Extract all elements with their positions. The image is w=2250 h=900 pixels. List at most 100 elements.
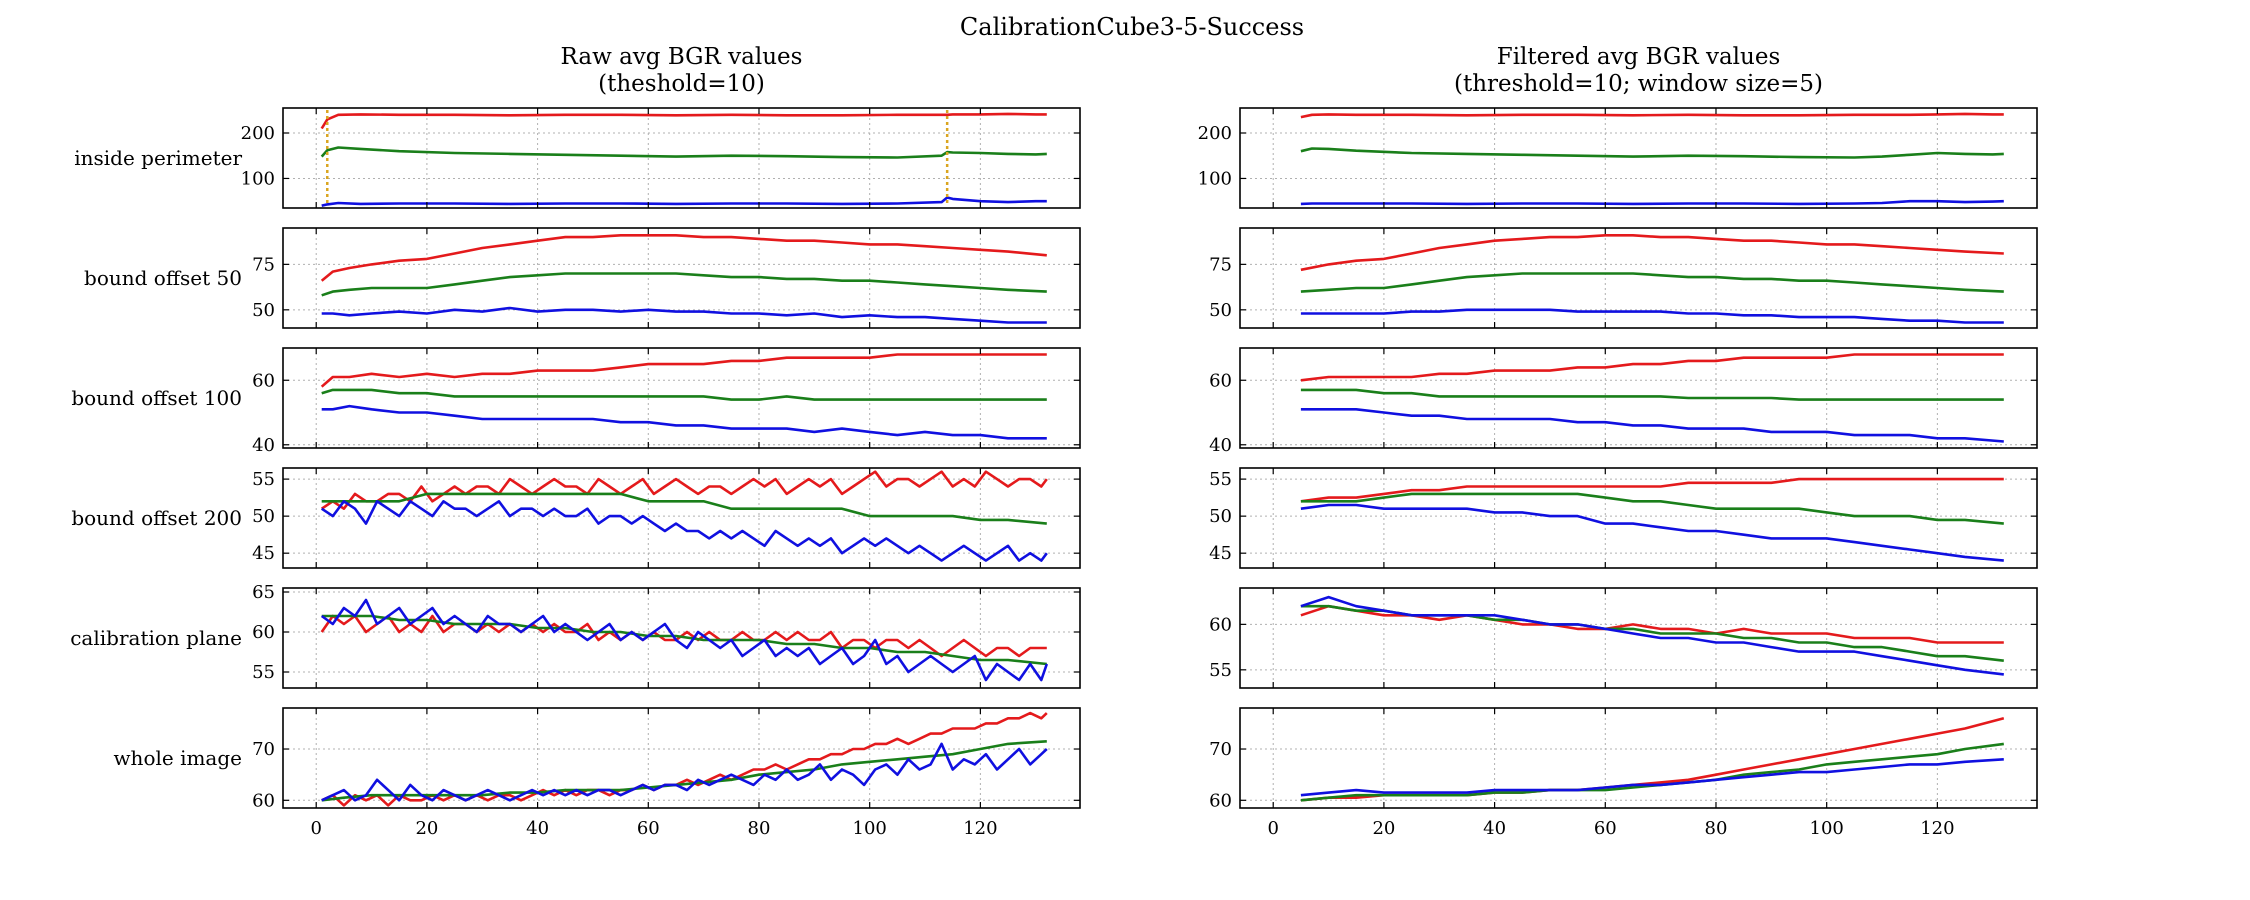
axes-frame	[282, 467, 1081, 569]
x-tick-label: 0	[1267, 818, 1278, 839]
series-line-green	[321, 492, 1047, 525]
axes-frame	[1239, 107, 2038, 209]
series-line-blue	[321, 404, 1047, 440]
y-tick-label: 70	[1209, 739, 1232, 760]
row-label-0: inside perimeter	[74, 146, 242, 170]
panel-left-1: bound offset 50 50 75	[84, 227, 1081, 329]
series-line-blue	[321, 306, 1047, 324]
y-tick-label: 60	[1209, 790, 1232, 811]
y-tick-label: 50	[252, 300, 275, 321]
row-label-4: calibration plane	[70, 626, 242, 650]
row-label-2: bound offset 100	[71, 386, 242, 410]
series-line-blue	[321, 742, 1048, 802]
x-tick-label: 120	[963, 818, 997, 839]
y-tick-label: 60	[1209, 370, 1232, 391]
panel-right-1: 50 75	[1209, 227, 2038, 329]
row-label-3: bound offset 200	[71, 506, 242, 530]
axes-frame	[1239, 347, 2038, 449]
series-line-green	[1300, 388, 2004, 401]
series-line-red	[1300, 234, 2004, 272]
y-tick-label: 60	[252, 790, 275, 811]
series-line-blue	[320, 499, 1048, 562]
series-line-red	[320, 614, 1047, 658]
panel-right-4: 55 60	[1209, 587, 2038, 689]
series-line-red	[1300, 477, 2004, 503]
x-tick-label: 80	[1705, 818, 1728, 839]
panel-right-3: 45 50 55	[1209, 467, 2038, 569]
series-line-blue	[321, 196, 1047, 207]
series-line-red	[320, 470, 1048, 511]
y-tick-label: 40	[252, 435, 275, 456]
y-tick-label: 60	[252, 622, 275, 643]
axes-frame	[282, 227, 1081, 329]
series-line-red	[1300, 353, 2004, 382]
x-tick-label: 40	[526, 818, 549, 839]
axes-frame	[282, 107, 1081, 209]
series-line-blue	[320, 598, 1049, 682]
y-tick-label: 75	[252, 254, 275, 275]
series-line-red	[321, 711, 1048, 807]
x-tick-label: 60	[1594, 818, 1617, 839]
x-tick-label: 20	[415, 818, 438, 839]
y-tick-label: 75	[1209, 254, 1232, 275]
y-tick-label: 45	[252, 543, 275, 564]
axes-frame	[1239, 587, 2038, 689]
series-line-green	[1300, 272, 2004, 293]
series-line-blue	[1300, 595, 2004, 676]
column-title-right-line-0: Filtered avg BGR values	[1497, 44, 1781, 70]
panel-left-4: calibration plane 55 60 65	[70, 582, 1081, 689]
row-label-1: bound offset 50	[84, 266, 242, 290]
series-line-blue	[1300, 407, 2004, 443]
panel-right-0: Filtered avg BGR values(threshold=10; wi…	[1198, 44, 2038, 209]
x-tick-label: 40	[1483, 818, 1506, 839]
y-tick-label: 45	[1209, 543, 1232, 564]
series-line-green	[1300, 147, 2004, 159]
panel-right-5: 60 70 0 20 40 60 80 100 120	[1209, 707, 2038, 839]
x-tick-label: 120	[1920, 818, 1954, 839]
panels-container: Raw avg BGR values(theshold=10) inside pe…	[70, 44, 2038, 839]
y-tick-label: 55	[1209, 660, 1232, 681]
axes-frame	[1239, 707, 2038, 809]
panel-left-5: whole image 60 70 0 20 40 60 80 100 120	[113, 707, 1081, 839]
x-tick-label: 100	[1810, 818, 1844, 839]
x-tick-label: 80	[748, 818, 771, 839]
panel-left-3: bound offset 200 45 50 55	[71, 467, 1081, 569]
panel-left-0: Raw avg BGR values(theshold=10) inside pe…	[74, 44, 1081, 209]
y-tick-label: 100	[241, 168, 275, 189]
axes-frame	[282, 707, 1081, 809]
series-line-red	[1300, 112, 2004, 119]
series-line-red	[1300, 717, 2005, 802]
panel-right-2: 40 60	[1209, 347, 2038, 456]
axes-frame	[282, 347, 1081, 449]
y-tick-label: 65	[252, 582, 275, 603]
y-tick-label: 200	[1198, 123, 1232, 144]
series-line-green	[321, 388, 1047, 401]
column-title-left-line-0: Raw avg BGR values	[561, 44, 803, 70]
axes-frame	[282, 587, 1081, 689]
x-tick-label: 20	[1372, 818, 1395, 839]
x-tick-label: 60	[637, 818, 660, 839]
series-line-green	[1300, 492, 2004, 525]
column-title-right-line-1: (threshold=10; window size=5)	[1454, 71, 1823, 97]
series-line-green	[321, 272, 1047, 297]
y-tick-label: 55	[252, 469, 275, 490]
series-line-green	[321, 614, 1047, 666]
panel-left-2: bound offset 100 40 60	[71, 347, 1081, 456]
series-line-red	[320, 112, 1047, 130]
y-tick-label: 50	[252, 506, 275, 527]
y-tick-label: 50	[1209, 506, 1232, 527]
figure-title: CalibrationCube3-5-Success	[960, 13, 1304, 41]
series-line-blue	[1300, 199, 2004, 206]
y-tick-label: 55	[252, 662, 275, 683]
y-tick-label: 100	[1198, 168, 1232, 189]
x-tick-label: 0	[310, 818, 321, 839]
y-tick-label: 70	[252, 739, 275, 760]
y-tick-label: 200	[241, 123, 275, 144]
series-line-red	[320, 353, 1047, 388]
series-line-blue	[1300, 503, 2004, 562]
y-tick-label: 60	[1209, 614, 1232, 635]
y-tick-label: 50	[1209, 300, 1232, 321]
column-title-left-line-1: (theshold=10)	[598, 71, 765, 97]
series-line-blue	[1300, 308, 2004, 324]
